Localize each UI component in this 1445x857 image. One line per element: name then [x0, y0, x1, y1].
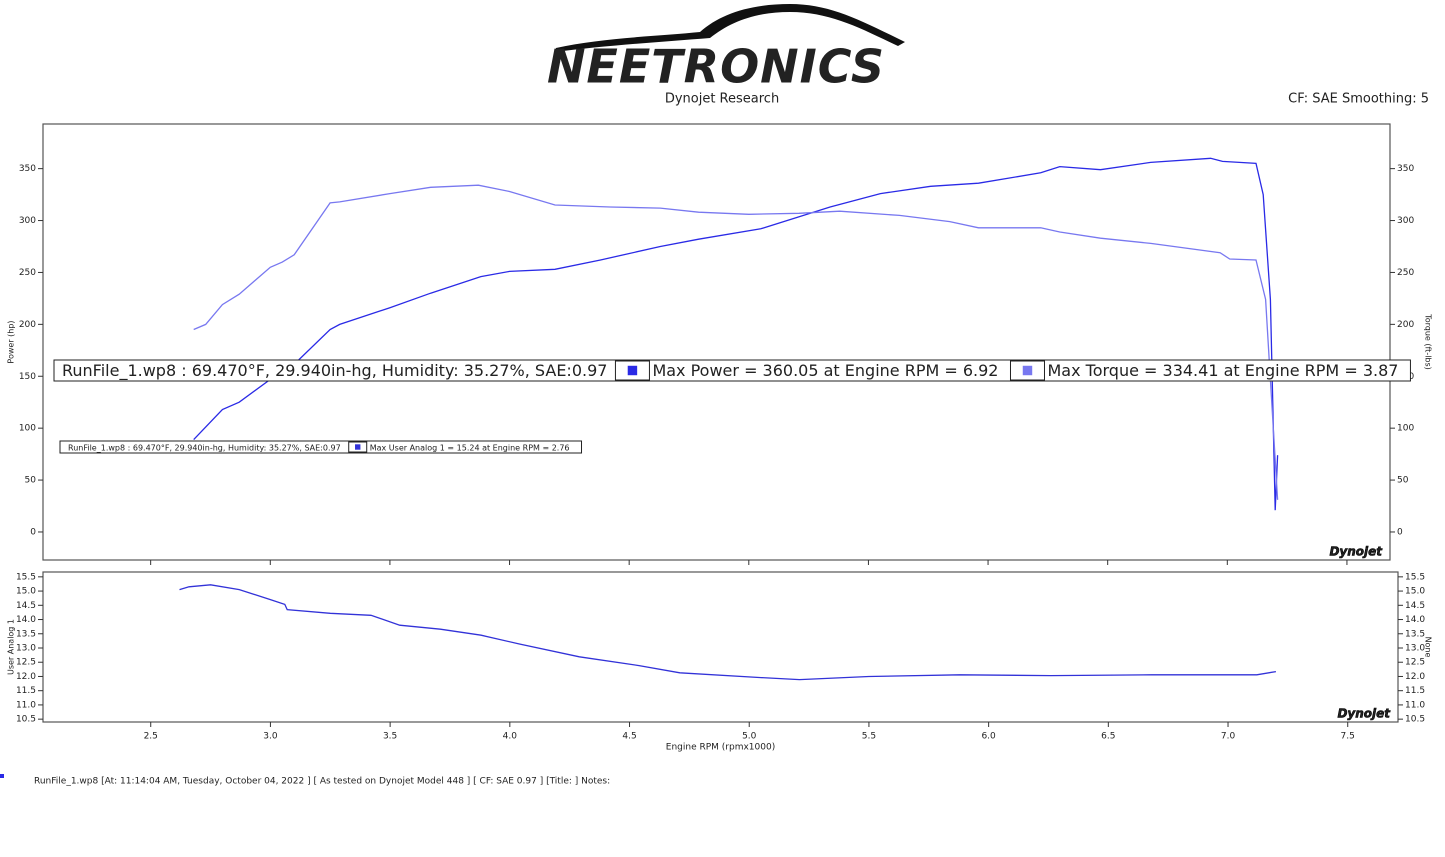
- y-tick-label: 12.0: [16, 672, 36, 682]
- legend-label: Max Power = 360.05 at Engine RPM = 6.92: [652, 361, 998, 380]
- y2-tick-label: 0: [1397, 527, 1403, 537]
- legend-swatch: [627, 365, 638, 376]
- x-tick-label: 6.5: [1101, 732, 1115, 742]
- legend-swatch: [1022, 365, 1033, 376]
- y-axis-label: User Analog 1: [7, 619, 16, 675]
- x-tick-label: 2.5: [144, 732, 158, 742]
- y-tick-label: 250: [19, 268, 36, 278]
- y2-tick-label: 300: [1397, 216, 1414, 226]
- x-tick-label: 4.0: [503, 732, 518, 742]
- x-tick-label: 6.0: [981, 732, 996, 742]
- subtitle: Dynojet Research: [665, 92, 779, 107]
- y2-tick-label: 12.5: [1405, 658, 1425, 668]
- footer-marker: [0, 774, 4, 778]
- x-axis-label: Engine RPM (rpmx1000): [666, 743, 775, 753]
- y2-tick-label: 11.5: [1405, 686, 1425, 696]
- series-line: [193, 157, 1279, 511]
- legend-box: [53, 359, 1411, 382]
- series-line: [193, 184, 1279, 500]
- plot-frame: [42, 123, 1391, 561]
- y-tick-label: 50: [25, 476, 37, 486]
- y2-tick-label: 15.5: [1405, 572, 1425, 582]
- plot-frame: [42, 571, 1399, 723]
- y-tick-label: 350: [19, 164, 36, 174]
- y2-tick-label: 12.0: [1405, 672, 1425, 682]
- y2-tick-label: 50: [1397, 476, 1409, 486]
- y2-tick-label: 14.0: [1405, 615, 1425, 625]
- y2-tick-label: 13.5: [1405, 629, 1425, 639]
- y2-tick-label: 15.0: [1405, 587, 1425, 597]
- watermark: Dynojet: [1337, 707, 1391, 721]
- y-tick-label: 12.5: [16, 658, 36, 668]
- legend-title: RunFile_1.wp8 : 69.470°F, 29.940in-hg, H…: [68, 444, 341, 453]
- y-tick-label: 14.5: [16, 601, 36, 611]
- y2-axis-label: None: [1424, 637, 1433, 658]
- settings: CF: SAE Smoothing: 5: [1288, 92, 1429, 107]
- y-tick-label: 15.0: [16, 587, 36, 597]
- x-tick-label: 5.5: [862, 732, 876, 742]
- y-tick-label: 11.0: [16, 700, 36, 710]
- y2-tick-label: 13.0: [1405, 643, 1425, 653]
- y-axis-label: Power (hp): [7, 320, 16, 363]
- y2-tick-label: 14.5: [1405, 601, 1425, 611]
- legend-title: RunFile_1.wp8 : 69.470°F, 29.940in-hg, H…: [62, 361, 607, 381]
- legend-swatch: [355, 444, 361, 450]
- y2-tick-label: 350: [1397, 164, 1414, 174]
- y-tick-label: 13.5: [16, 629, 36, 639]
- legend-label: Max Torque = 334.41 at Engine RPM = 3.87: [1047, 361, 1398, 380]
- watermark: Dynojet: [1329, 545, 1383, 559]
- y2-tick-label: 10.5: [1405, 715, 1425, 725]
- y-tick-label: 14.0: [16, 615, 36, 625]
- y2-tick-label: 100: [1397, 424, 1414, 434]
- y-tick-label: 150: [19, 372, 36, 382]
- y-tick-label: 100: [19, 424, 36, 434]
- series-line: [179, 584, 1277, 681]
- legend-label: Max User Analog 1 = 15.24 at Engine RPM …: [370, 444, 570, 453]
- x-tick-label: 3.5: [383, 732, 397, 742]
- x-tick-label: 4.5: [622, 732, 636, 742]
- y-tick-label: 11.5: [16, 686, 36, 696]
- y2-tick-label: 200: [1397, 320, 1414, 330]
- footer: RunFile_1.wp8 [At: 11:14:04 AM, Tuesday,…: [34, 777, 610, 787]
- y2-axis-label: Torque (ft-lbs): [1424, 313, 1433, 370]
- y-tick-label: 0: [30, 527, 36, 537]
- x-tick-label: 7.5: [1341, 732, 1355, 742]
- y-tick-label: 10.5: [16, 715, 36, 725]
- legend-box: [59, 440, 583, 454]
- y2-tick-label: 11.0: [1405, 700, 1425, 710]
- y-tick-label: 200: [19, 320, 36, 330]
- x-tick-label: 7.0: [1221, 732, 1236, 742]
- x-tick-label: 3.0: [263, 732, 278, 742]
- x-tick-label: 5.0: [742, 732, 757, 742]
- y-tick-label: 13.0: [16, 643, 36, 653]
- logo: NEETRONICS: [547, 40, 885, 94]
- y-tick-label: 15.5: [16, 572, 36, 582]
- y2-tick-label: 250: [1397, 268, 1414, 278]
- logo-roof: [556, 4, 905, 52]
- y-tick-label: 300: [19, 216, 36, 226]
